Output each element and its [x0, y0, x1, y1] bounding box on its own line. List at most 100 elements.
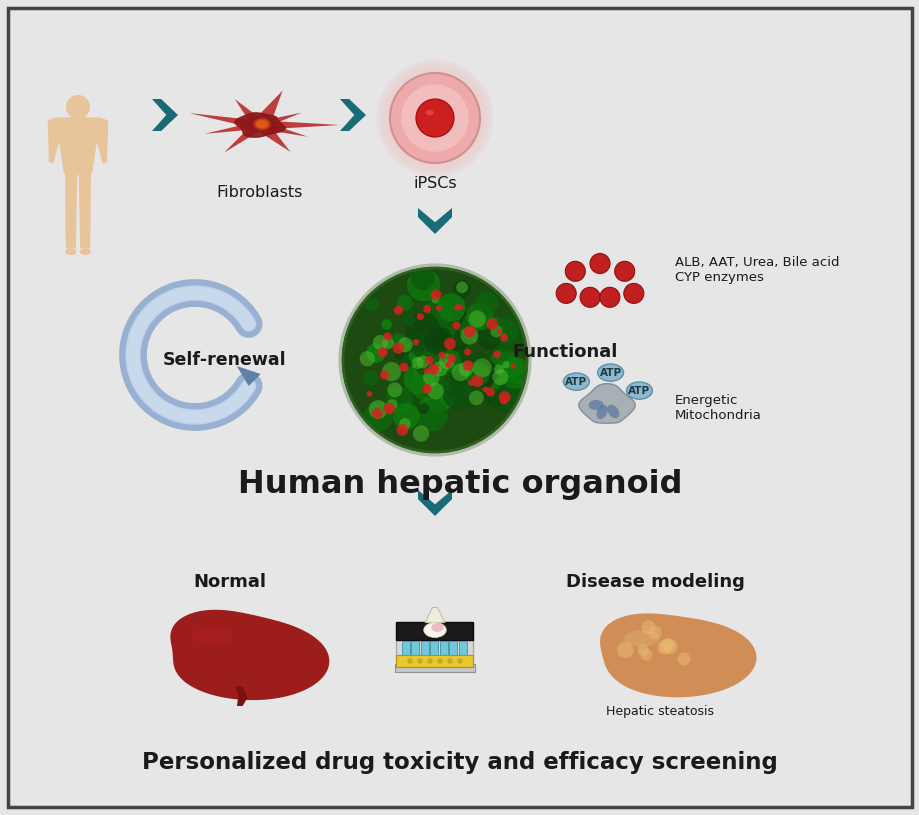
- Circle shape: [469, 359, 496, 386]
- Circle shape: [392, 403, 419, 430]
- FancyBboxPatch shape: [396, 637, 473, 659]
- Polygon shape: [252, 123, 290, 152]
- Polygon shape: [235, 686, 247, 706]
- Polygon shape: [92, 117, 108, 164]
- Circle shape: [369, 400, 387, 419]
- Circle shape: [440, 350, 473, 385]
- Circle shape: [580, 288, 599, 307]
- Circle shape: [359, 351, 375, 366]
- Circle shape: [409, 330, 437, 359]
- Circle shape: [402, 314, 414, 326]
- Circle shape: [475, 291, 498, 315]
- Circle shape: [402, 338, 437, 373]
- Circle shape: [437, 365, 448, 377]
- Circle shape: [376, 59, 493, 177]
- Circle shape: [421, 347, 443, 370]
- Circle shape: [483, 318, 509, 344]
- Circle shape: [411, 267, 434, 290]
- Circle shape: [424, 328, 450, 355]
- Circle shape: [393, 306, 403, 315]
- Circle shape: [436, 337, 451, 352]
- Circle shape: [500, 397, 507, 404]
- Circle shape: [472, 359, 492, 377]
- Circle shape: [614, 262, 634, 281]
- Circle shape: [458, 305, 463, 310]
- Circle shape: [492, 369, 508, 385]
- Circle shape: [426, 383, 443, 399]
- Polygon shape: [68, 117, 87, 125]
- Circle shape: [482, 386, 487, 392]
- Circle shape: [415, 363, 450, 399]
- Circle shape: [494, 383, 524, 412]
- Circle shape: [413, 339, 419, 346]
- Circle shape: [442, 375, 478, 411]
- Circle shape: [396, 424, 408, 436]
- Circle shape: [423, 297, 453, 328]
- Polygon shape: [417, 490, 451, 516]
- Text: Fibroblasts: Fibroblasts: [217, 185, 303, 200]
- Circle shape: [405, 312, 440, 346]
- Ellipse shape: [562, 373, 589, 390]
- Circle shape: [443, 331, 458, 346]
- Ellipse shape: [626, 382, 652, 399]
- Circle shape: [413, 351, 447, 385]
- Text: ATP: ATP: [564, 377, 587, 386]
- Circle shape: [427, 353, 440, 366]
- Circle shape: [382, 66, 487, 170]
- Polygon shape: [236, 366, 260, 386]
- FancyBboxPatch shape: [459, 641, 467, 655]
- Circle shape: [599, 288, 619, 307]
- Ellipse shape: [191, 626, 233, 645]
- Circle shape: [468, 381, 473, 385]
- Circle shape: [390, 73, 480, 163]
- Circle shape: [383, 403, 394, 414]
- Circle shape: [438, 354, 454, 369]
- Circle shape: [502, 361, 509, 368]
- Circle shape: [436, 306, 441, 311]
- Circle shape: [641, 620, 655, 634]
- Circle shape: [401, 84, 469, 152]
- FancyBboxPatch shape: [394, 664, 474, 672]
- Text: Self-renewal: Self-renewal: [163, 351, 287, 369]
- Circle shape: [403, 363, 435, 394]
- Circle shape: [372, 335, 388, 350]
- Polygon shape: [152, 99, 177, 131]
- Circle shape: [381, 362, 401, 381]
- FancyBboxPatch shape: [396, 622, 473, 640]
- Circle shape: [460, 327, 478, 345]
- Circle shape: [423, 369, 439, 385]
- Text: ALB, AAT, Urea, Bile acid
CYP enzymes: ALB, AAT, Urea, Bile acid CYP enzymes: [675, 256, 839, 284]
- Circle shape: [402, 359, 433, 390]
- Text: Normal: Normal: [193, 573, 267, 591]
- Circle shape: [452, 322, 460, 329]
- Circle shape: [363, 371, 379, 385]
- Circle shape: [510, 363, 516, 368]
- Circle shape: [416, 400, 448, 431]
- Circle shape: [425, 356, 433, 364]
- Circle shape: [496, 335, 514, 352]
- FancyBboxPatch shape: [439, 641, 448, 655]
- Circle shape: [640, 649, 652, 661]
- Circle shape: [462, 360, 473, 371]
- Circle shape: [637, 644, 648, 656]
- Circle shape: [423, 328, 457, 362]
- Circle shape: [430, 328, 451, 349]
- Circle shape: [416, 344, 435, 361]
- FancyBboxPatch shape: [421, 641, 428, 655]
- Circle shape: [459, 362, 473, 377]
- Circle shape: [385, 386, 412, 412]
- Polygon shape: [255, 121, 308, 137]
- FancyBboxPatch shape: [430, 641, 438, 655]
- Ellipse shape: [623, 630, 659, 646]
- Circle shape: [442, 338, 462, 359]
- Circle shape: [426, 358, 444, 375]
- Circle shape: [491, 374, 526, 409]
- Circle shape: [418, 403, 428, 414]
- Circle shape: [648, 626, 661, 639]
- Circle shape: [407, 659, 413, 663]
- Circle shape: [498, 391, 510, 403]
- Circle shape: [486, 319, 497, 330]
- Ellipse shape: [431, 623, 443, 632]
- Text: Personalized drug toxicity and efficacy screening: Personalized drug toxicity and efficacy …: [142, 751, 777, 773]
- Circle shape: [397, 337, 413, 352]
